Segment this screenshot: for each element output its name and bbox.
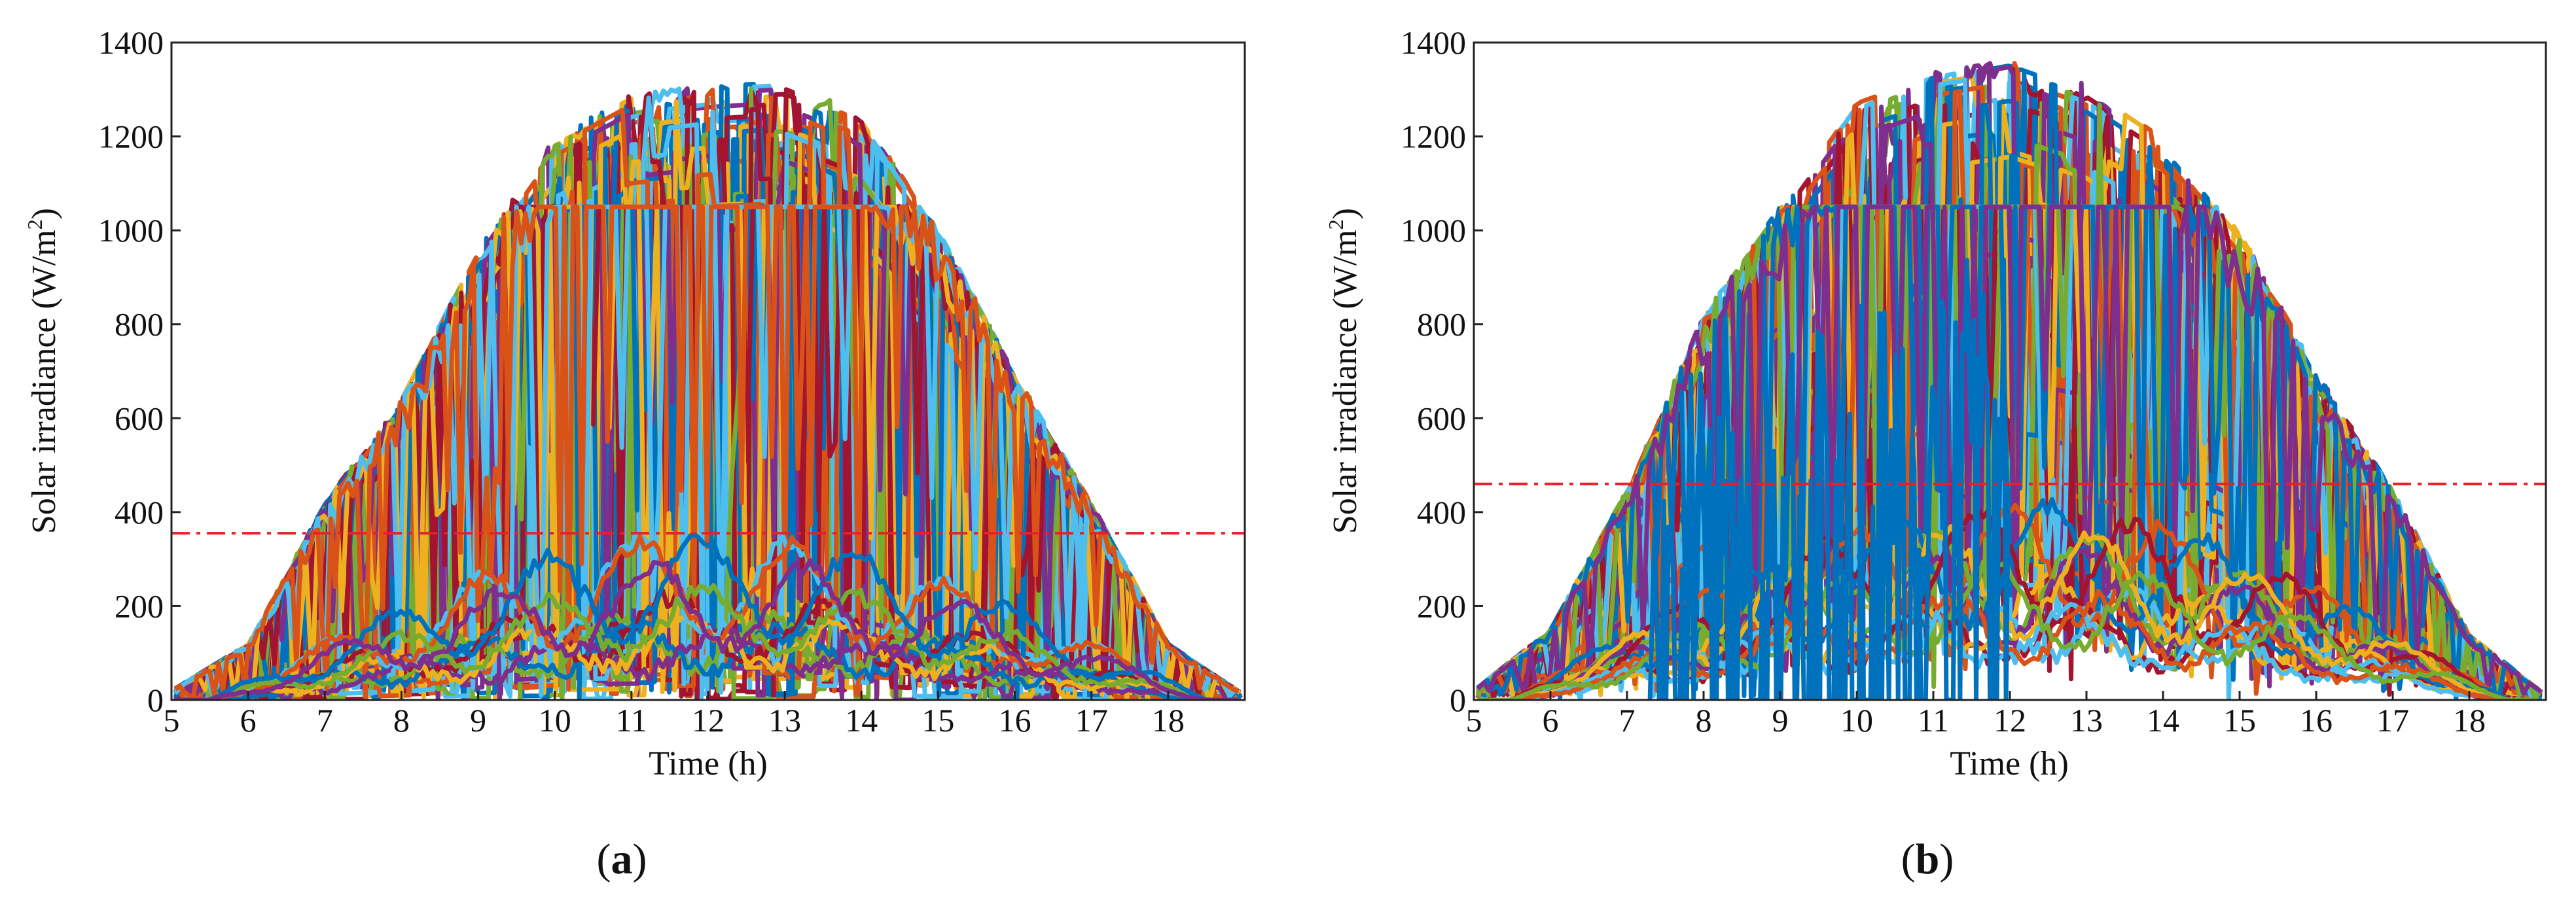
y-tick-label: 1000: [1401, 212, 1466, 249]
x-tick-label: 5: [1466, 702, 1482, 739]
x-tick-label: 16: [999, 702, 1031, 739]
chart-panel-a: 5 6 7 8 9 10 11 12 13 14 15 16 17 18 0 200 400 600 800 100…: [23, 24, 1246, 883]
x-tick-label: 16: [2300, 702, 2333, 739]
x-tick-label: 9: [470, 702, 486, 739]
y-axis-title-sup-b: 2: [1324, 219, 1348, 230]
x-tick-label: 8: [393, 702, 410, 739]
y-axis-title-sup-a: 2: [23, 219, 46, 230]
y-tick-label: 400: [115, 494, 164, 531]
x-tick-label: 13: [768, 702, 801, 739]
x-tick-label: 18: [2453, 702, 2486, 739]
y-tick-label: 800: [1417, 306, 1466, 343]
x-axis-title-b: Time (h): [1950, 745, 2069, 782]
x-axis-ticks-a: 5 6 7 8 9 10 11 12 13 14 15 16 17 18: [164, 691, 1185, 739]
x-tick-label: 18: [1152, 702, 1185, 739]
x-tick-label: 10: [1840, 702, 1873, 739]
y-tick-label: 200: [1417, 587, 1466, 624]
x-tick-label: 5: [164, 702, 180, 739]
x-tick-label: 7: [317, 702, 333, 739]
y-tick-label: 1000: [98, 212, 164, 249]
x-tick-label: 11: [616, 702, 647, 739]
x-tick-label: 17: [1075, 702, 1108, 739]
series-line: [175, 533, 1238, 700]
x-tick-label: 14: [2147, 702, 2179, 739]
x-tick-label: 10: [539, 702, 571, 739]
y-axis-title-main-a: Solar irradiance (W/m: [26, 230, 63, 534]
x-tick-label: 15: [2223, 702, 2256, 739]
x-axis-ticks-b: 5 6 7 8 9 10 11 12 13 14 15 16 17 18: [1466, 691, 2486, 739]
y-tick-label: 600: [1417, 400, 1466, 436]
y-tick-label: 600: [115, 400, 164, 436]
y-tick-label: 200: [115, 587, 164, 624]
panel-letter-b: b: [1916, 835, 1940, 883]
x-tick-label: 9: [1772, 702, 1789, 739]
x-tick-label: 17: [2376, 702, 2409, 739]
y-tick-label: 1200: [98, 118, 164, 155]
plot-frame-a: [170, 41, 1246, 701]
series-line: [175, 558, 1238, 700]
x-tick-label: 7: [1619, 702, 1636, 739]
y-axis-title-end-a: ): [26, 208, 63, 219]
y-tick-label: 0: [147, 682, 164, 718]
x-axis-title-a: Time (h): [649, 745, 768, 782]
x-tick-label: 6: [1543, 702, 1559, 739]
x-tick-label: 6: [240, 702, 257, 739]
y-tick-label: 400: [1417, 494, 1466, 531]
x-tick-label: 14: [845, 702, 878, 739]
panel-letter-a: a: [611, 835, 633, 883]
series-lines-b: [1475, 61, 2543, 700]
x-tick-label: 12: [692, 702, 724, 739]
plot-frame-b: [1473, 41, 2547, 701]
y-axis-title-end-b: ): [1327, 208, 1364, 219]
panel-label-a: (a): [597, 835, 647, 883]
y-tick-label: 1400: [98, 24, 164, 61]
series-line: [1476, 204, 2543, 699]
x-tick-label: 8: [1696, 702, 1712, 739]
y-tick-label: 1400: [1401, 24, 1466, 61]
y-axis-title-main-b: Solar irradiance (W/m: [1327, 230, 1364, 534]
x-tick-label: 13: [2070, 702, 2103, 739]
x-tick-label: 15: [921, 702, 954, 739]
y-axis-ticks-a: 0 200 400 600 800 1000 1200 1400: [98, 24, 181, 718]
y-tick-label: 800: [115, 306, 164, 343]
series-line: [1647, 257, 2011, 700]
x-tick-label: 11: [1918, 702, 1949, 739]
y-axis-title-b: Solar irradiance (W/m2): [1324, 208, 1364, 534]
x-tick-label: 12: [1994, 702, 2026, 739]
chart-panel-b: 5 6 7 8 9 10 11 12 13 14 15 16 17 18 0 200 400 600 800 100…: [1324, 24, 2547, 883]
y-tick-label: 0: [1450, 682, 1466, 718]
y-axis-title-a: Solar irradiance (W/m2): [23, 208, 63, 534]
panel-label-b: (b): [1901, 835, 1954, 883]
y-tick-label: 1200: [1401, 118, 1466, 155]
series-lines-a: [173, 82, 1243, 700]
y-axis-ticks-b: 0 200 400 600 800 1000 1200 1400: [1401, 24, 1483, 718]
